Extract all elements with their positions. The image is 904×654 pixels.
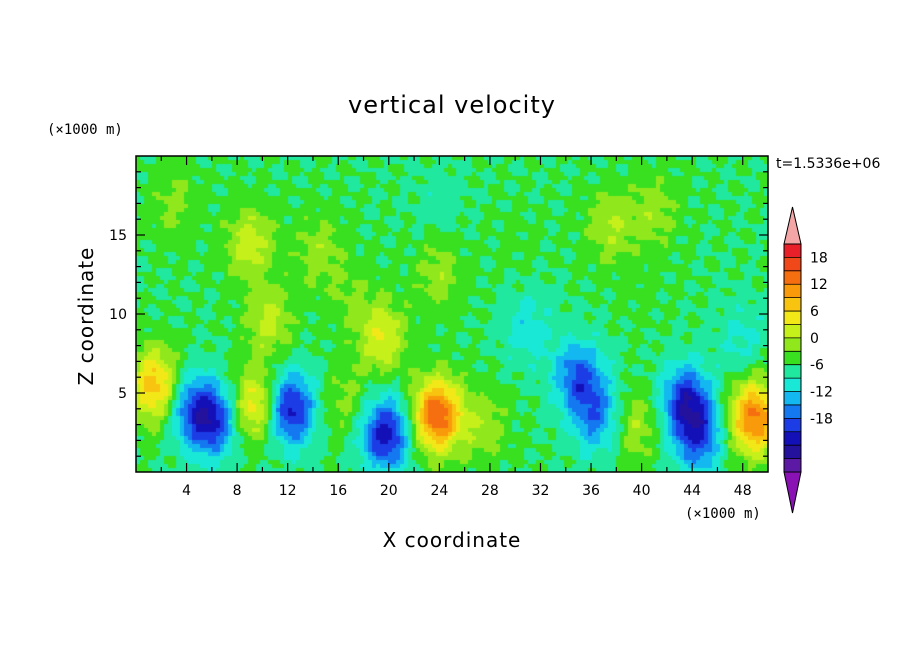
x-tick-label: 32 <box>532 483 550 499</box>
x-tick-label: 20 <box>380 483 398 499</box>
colorbar-under-arrow <box>783 471 802 514</box>
x-axis-label: X coordinate <box>383 528 522 552</box>
colorbar-label: 6 <box>810 304 819 320</box>
colorbar-swatch <box>784 404 801 419</box>
colorbar-swatch <box>784 244 801 258</box>
colorbar-label: -6 <box>810 358 824 374</box>
colorbar-swatch <box>784 458 801 473</box>
y-tick-label: 10 <box>109 307 127 323</box>
colorbar-over-arrow <box>783 206 802 245</box>
x-tick-label: 28 <box>481 483 499 499</box>
colorbar-swatch <box>784 418 801 433</box>
colorbar-label: 12 <box>810 277 828 293</box>
colorbar-swatch <box>784 311 801 325</box>
x-tick-label: 36 <box>582 483 600 499</box>
colorbar-swatch <box>784 257 801 272</box>
y-tick-label: 15 <box>109 228 127 244</box>
y-axis-label: Z coordinate <box>74 247 98 386</box>
plot-field <box>136 156 768 472</box>
colorbar-swatch <box>784 324 801 339</box>
y-unit-label: (×1000 m) <box>47 122 123 138</box>
x-tick-label: 4 <box>182 483 191 499</box>
colorbar-swatch <box>784 351 801 366</box>
colorbar-swatch <box>784 391 801 406</box>
x-tick-label: 40 <box>633 483 651 499</box>
x-tick-label: 12 <box>279 483 297 499</box>
y-tick-label: 5 <box>118 386 127 402</box>
colorbar-swatch <box>784 378 801 392</box>
x-tick-label: 24 <box>430 483 448 499</box>
colorbar-swatch <box>784 284 801 298</box>
colorbar-swatch <box>784 364 801 379</box>
colorbar-label: 0 <box>810 331 819 347</box>
colorbar-label: -18 <box>810 411 833 427</box>
colorbar-swatch <box>784 337 801 352</box>
colorbar-border <box>783 243 802 473</box>
colorbar-swatch <box>784 431 801 446</box>
x-tick-label: 48 <box>734 483 752 499</box>
colorbar-label: 18 <box>810 250 828 266</box>
chart-title: vertical velocity <box>348 91 556 119</box>
time-label: t=1.5336e+06 <box>776 156 880 172</box>
x-unit-label: (×1000 m) <box>685 506 761 522</box>
x-tick-label: 44 <box>683 483 701 499</box>
colorbar-swatch <box>784 445 801 459</box>
y-axis-ticks: 5 10 15 <box>109 171 768 457</box>
x-axis-ticks: 4 8 12 16 20 24 28 32 36 40 44 48 <box>160 156 752 499</box>
x-tick-label: 8 <box>233 483 242 499</box>
colorbar-label: -12 <box>810 385 833 401</box>
x-tick-label: 16 <box>329 483 347 499</box>
colorbar: 18 12 6 0 -6 -12 -18 <box>783 206 833 514</box>
colorbar-swatch <box>784 270 801 285</box>
colorbar-swatch <box>784 297 801 312</box>
